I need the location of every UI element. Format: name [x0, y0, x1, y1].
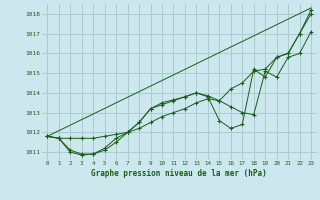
X-axis label: Graphe pression niveau de la mer (hPa): Graphe pression niveau de la mer (hPa)	[91, 169, 267, 178]
